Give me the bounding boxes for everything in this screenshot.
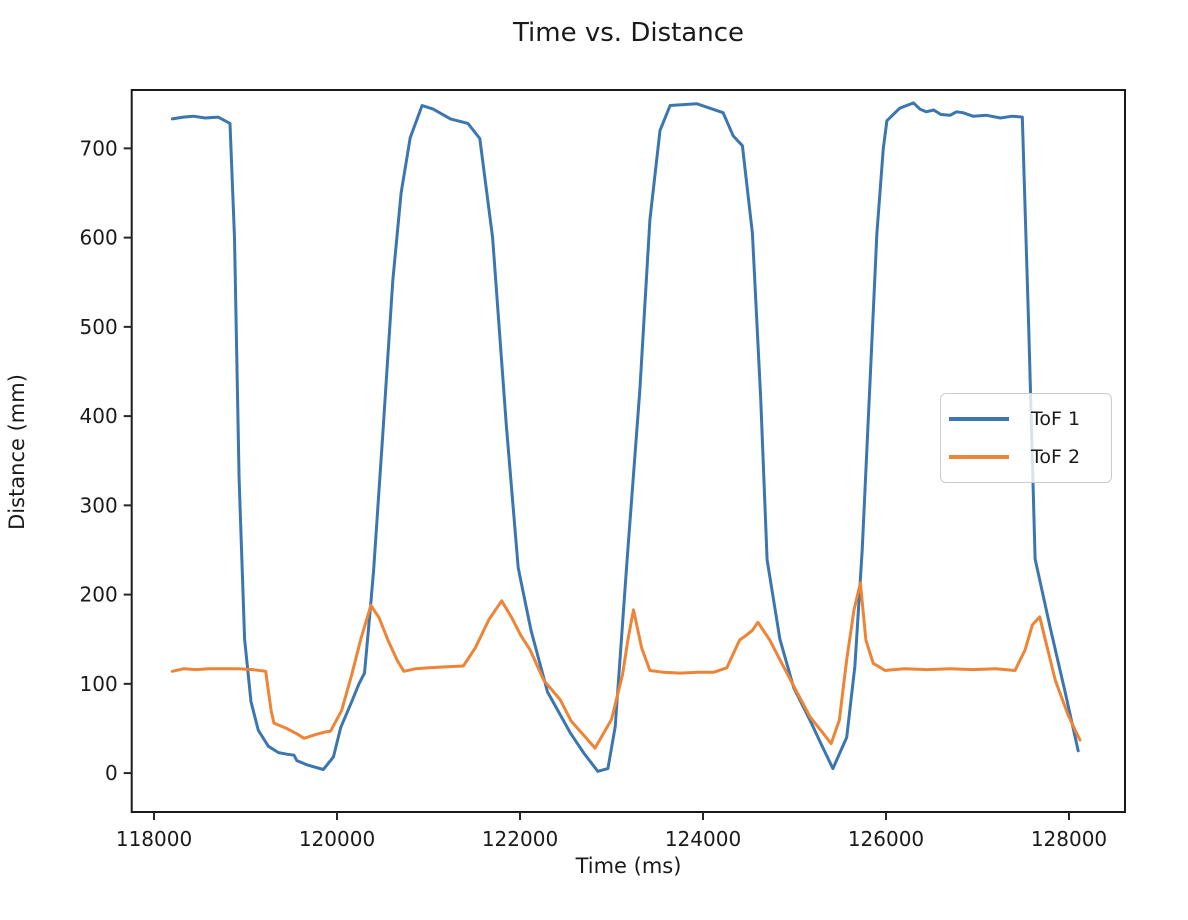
legend: ToF 1 ToF 2: [940, 393, 1112, 483]
y-tick-label: 700: [80, 136, 118, 160]
series-line-2: [170, 581, 1082, 750]
x-axis-label: Time (ms): [575, 854, 682, 878]
y-tick-label: 0: [105, 761, 118, 785]
tof2-line-swatch: [949, 455, 1009, 459]
x-tick-label: 120000: [299, 827, 375, 851]
legend-item-tof1: ToF 1: [949, 400, 1103, 438]
series-line-1: [170, 101, 1080, 773]
legend-item-tof2: ToF 2: [949, 438, 1103, 476]
y-tick-label: 300: [80, 493, 118, 517]
y-tick-label: 400: [80, 404, 118, 428]
y-tick-label: 500: [80, 315, 118, 339]
x-tick-label: 124000: [665, 827, 741, 851]
chart-title: Time vs. Distance: [512, 18, 745, 48]
x-tick-label: 126000: [848, 827, 924, 851]
x-tick-label: 122000: [482, 827, 558, 851]
x-tick-label: 128000: [1031, 827, 1107, 851]
legend-label-tof2: ToF 2: [1031, 446, 1081, 468]
x-tick-label: 118000: [116, 827, 192, 851]
axes-frame: [130, 89, 1126, 813]
tof1-line-swatch: [949, 417, 1009, 421]
y-tick-label: 600: [80, 226, 118, 250]
y-axis-label: Distance (mm): [5, 374, 29, 530]
y-tick-label: 100: [80, 672, 118, 696]
y-tick-label: 200: [80, 583, 118, 607]
legend-label-tof1: ToF 1: [1031, 408, 1081, 430]
